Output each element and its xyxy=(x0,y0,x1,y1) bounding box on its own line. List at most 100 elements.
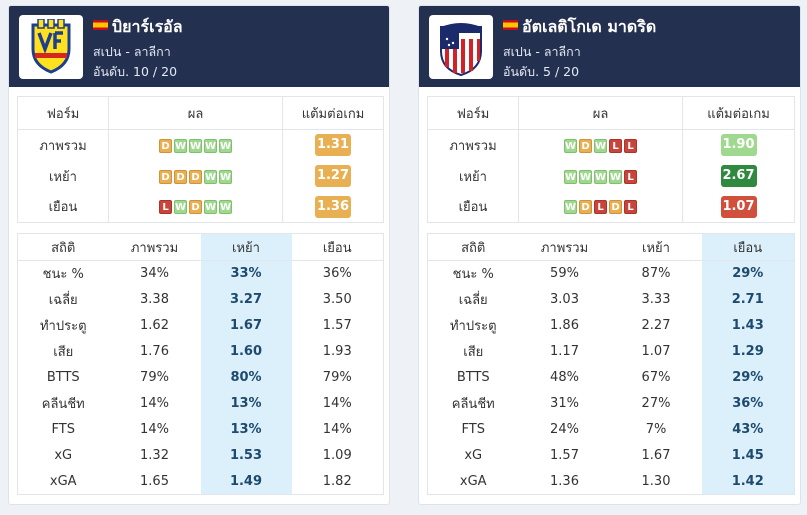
team-card-atletico: อัตเลติโกเด มาดริด สเปน - ลาลีกา อันดับ.… xyxy=(418,5,801,505)
result-badge: L xyxy=(609,138,622,153)
stat-value: 1.09 xyxy=(291,442,384,469)
stats-header-stat: สถิติ xyxy=(427,233,519,261)
result-badge: D xyxy=(159,138,172,153)
stat-value: 1.82 xyxy=(291,468,384,495)
stats-header-overall[interactable]: ภาพรวม xyxy=(518,233,611,261)
stat-value: 1.76 xyxy=(140,344,169,359)
form-header: ฟอร์ม xyxy=(427,96,519,130)
stat-label: xGA xyxy=(427,468,519,495)
stat-value: 3.50 xyxy=(291,286,384,313)
stat-value: 1.45 xyxy=(701,442,795,469)
stat-value: 48% xyxy=(550,370,579,385)
spain-flag-icon xyxy=(93,20,108,30)
form-row-label: ภาพรวม xyxy=(17,129,109,161)
ppg-header: แต้มต่อเกม xyxy=(682,96,795,130)
stat-value: 24% xyxy=(550,422,579,437)
stat-value: 1.93 xyxy=(291,338,384,365)
stats-row: คลีนชีท 31% 27% 36% xyxy=(427,390,795,417)
team-logo[interactable] xyxy=(429,15,493,79)
stats-header-home[interactable]: เหย้า xyxy=(610,233,702,261)
stat-value: 14% xyxy=(291,390,384,417)
result-badge: L xyxy=(159,200,172,215)
team-name[interactable]: บิยาร์เรอัล xyxy=(93,15,183,40)
stat-label: เฉลี่ย xyxy=(427,286,519,313)
stat-value: 34% xyxy=(140,266,169,282)
result-badge: D xyxy=(579,200,592,215)
stats-row: คลีนชีท 14% 13% 14% xyxy=(17,390,384,417)
stat-value: 7% xyxy=(645,422,667,437)
form-row-label: ภาพรวม xyxy=(427,129,519,161)
stats-row: FTS 14% 13% 14% xyxy=(17,416,384,443)
team-card-villarreal: บิยาร์เรอัล สเปน - ลาลีกา อันดับ. 10 / 2… xyxy=(8,5,390,505)
stat-label: xGA xyxy=(17,468,109,495)
ppg-badge: 1.36 xyxy=(315,195,351,218)
ppg-badge: 1.27 xyxy=(315,165,351,187)
form-row-label: เยือน xyxy=(427,191,519,223)
stats-header-overall[interactable]: ภาพรวม xyxy=(108,233,201,261)
stat-value: 1.67 xyxy=(200,312,292,339)
stats-row: FTS 24% 7% 43% xyxy=(427,416,795,443)
result-badge: D xyxy=(189,200,202,215)
stat-label: xG xyxy=(427,442,519,469)
stat-label: เสีย xyxy=(427,338,519,365)
stat-label: ชนะ % xyxy=(427,260,519,287)
ppg-badge: 1.31 xyxy=(315,134,351,157)
result-badge: W xyxy=(204,138,217,153)
stat-label: FTS xyxy=(17,416,109,443)
stats-row: ทำประตู 1.86 2.27 1.43 xyxy=(427,312,795,339)
stat-value: 1.32 xyxy=(140,448,169,463)
stat-label: FTS xyxy=(427,416,519,443)
result-header: ผล xyxy=(518,96,683,130)
result-badge: W xyxy=(204,200,217,215)
stat-value: 80% xyxy=(200,364,292,391)
stat-label: คลีนชีท xyxy=(427,390,519,417)
form-row-label: เหย้า xyxy=(427,160,519,192)
stat-value: 14% xyxy=(291,416,384,443)
stat-value: 1.29 xyxy=(701,338,795,365)
stat-value: 1.57 xyxy=(291,312,384,339)
stat-value: 3.38 xyxy=(140,292,169,307)
stat-value: 1.65 xyxy=(108,468,201,495)
stats-header-away[interactable]: เยือน xyxy=(701,233,795,261)
stats-row: xGA 1.65 1.49 1.82 xyxy=(17,468,384,495)
stat-value: 29% xyxy=(701,364,795,391)
team-logo[interactable] xyxy=(19,15,83,79)
result-badge: L xyxy=(624,138,637,153)
stat-value: 1.07 xyxy=(641,344,671,359)
team-league: สเปน - ลาลีกา xyxy=(93,44,171,59)
ppg-badge: 1.07 xyxy=(720,195,757,218)
stat-value: 1.42 xyxy=(701,468,795,495)
stats-row: เสีย 1.17 1.07 1.29 xyxy=(427,338,795,365)
result-badge: W xyxy=(219,169,232,184)
ppg-badge: 2.67 xyxy=(720,165,757,187)
stats-row: เฉลี่ย 3.38 3.27 3.50 xyxy=(17,286,384,313)
stat-value: 3.33 xyxy=(641,292,671,307)
ppg-header: แต้มต่อเกม xyxy=(282,96,384,130)
result-badge: W xyxy=(174,138,187,153)
stat-label: BTTS xyxy=(427,364,519,391)
stats-header-away[interactable]: เยือน xyxy=(291,233,384,261)
team-rank: อันดับ. 10 / 20 xyxy=(93,64,178,79)
form-row-label: เยือน xyxy=(17,191,109,223)
stat-value: 1.60 xyxy=(200,338,292,365)
spain-flag-icon xyxy=(503,20,518,30)
stat-value: 59% xyxy=(550,266,579,282)
stat-value: 87% xyxy=(641,266,671,282)
result-badge: W xyxy=(219,200,232,215)
result-badge: W xyxy=(204,169,217,184)
stats-row: xG 1.57 1.67 1.45 xyxy=(427,442,795,469)
stat-label: xG xyxy=(17,442,109,469)
stats-row: ชนะ % 59% 87% 29% xyxy=(427,260,795,287)
team-league: สเปน - ลาลีกา xyxy=(503,44,581,59)
stats-header-home[interactable]: เหย้า xyxy=(200,233,292,261)
team-name[interactable]: อัตเลติโกเด มาดริด xyxy=(503,15,656,40)
stat-value: 67% xyxy=(641,370,671,385)
result-badge: L xyxy=(624,200,637,215)
stats-row: เฉลี่ย 3.03 3.33 2.71 xyxy=(427,286,795,313)
